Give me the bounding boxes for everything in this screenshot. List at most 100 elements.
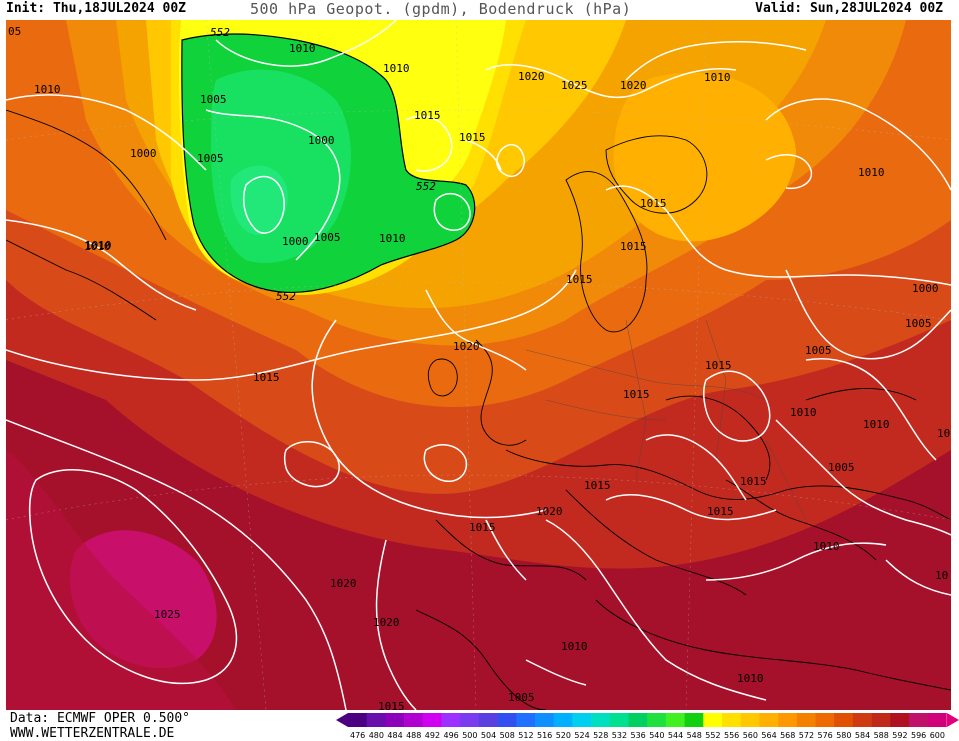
legend-swatch bbox=[422, 713, 442, 727]
isobar-label: 1000 bbox=[282, 235, 309, 248]
isobar-label: 1025 bbox=[154, 608, 181, 621]
legend-value: 500 bbox=[462, 731, 477, 740]
isobar-label: 1025 bbox=[561, 79, 588, 92]
isobar-label: 552 bbox=[276, 290, 296, 303]
legend-swatch bbox=[460, 713, 480, 727]
legend-value: 480 bbox=[369, 731, 384, 740]
legend-value: 496 bbox=[444, 731, 459, 740]
legend-value: 564 bbox=[761, 731, 776, 740]
legend-value: 484 bbox=[387, 731, 402, 740]
legend-value: 520 bbox=[556, 731, 571, 740]
legend-swatch bbox=[684, 713, 704, 727]
legend-value: 596 bbox=[911, 731, 926, 740]
isobar-label: 1005 bbox=[197, 152, 224, 165]
isobar-label: 552 bbox=[210, 26, 230, 39]
legend-value: 584 bbox=[855, 731, 870, 740]
legend-swatch bbox=[497, 713, 517, 727]
legend-cells bbox=[348, 713, 947, 727]
legend-swatch bbox=[535, 713, 554, 727]
isobar-label: 1015 bbox=[623, 388, 650, 401]
isobar-label: 1015 bbox=[253, 371, 280, 384]
legend-value: 544 bbox=[668, 731, 683, 740]
isobar-label: 1010 bbox=[379, 232, 406, 245]
isobar-label: 1015 bbox=[620, 240, 647, 253]
map-title: 500 hPa Geopot. (gpdm), Bodendruck (hPa) bbox=[250, 0, 632, 18]
legend-value: 516 bbox=[537, 731, 552, 740]
website-link[interactable]: WWW.WETTERZENTRALE.DE bbox=[10, 726, 175, 741]
legend-swatch bbox=[441, 713, 461, 727]
legend-value: 548 bbox=[687, 731, 702, 740]
isobar-label: 1000 bbox=[308, 134, 335, 147]
valid-time: Valid: Sun,28JUL2024 00Z bbox=[755, 1, 943, 16]
legend-value: 560 bbox=[743, 731, 758, 740]
legend-swatch bbox=[890, 713, 910, 727]
isobar-label: 1005 bbox=[200, 93, 227, 106]
isobar-label-group: 05 1010 1000 1005 1010 552 1010 1010 100… bbox=[8, 25, 950, 710]
isobar-label: 1000 bbox=[912, 282, 939, 295]
borders bbox=[525, 319, 807, 521]
legend-value: 552 bbox=[705, 731, 720, 740]
isobar-label: 1020 bbox=[536, 505, 563, 518]
legend-value: 600 bbox=[930, 731, 945, 740]
isobar-label: 1010 bbox=[84, 240, 111, 253]
legend-value: 580 bbox=[836, 731, 851, 740]
legend-swatch bbox=[834, 713, 854, 727]
legend-value: 556 bbox=[724, 731, 739, 740]
legend-swatch bbox=[516, 713, 536, 727]
isobar-label: 1020 bbox=[518, 70, 545, 83]
legend-value: 508 bbox=[500, 731, 515, 740]
isobar-label: 1005 bbox=[828, 461, 855, 474]
legend-value: 492 bbox=[425, 731, 440, 740]
isobars bbox=[6, 20, 951, 710]
legend-swatch bbox=[740, 713, 760, 727]
field-crimson bbox=[6, 450, 236, 710]
legend-labels: 476 480 484 488 492 496 500 504 508 512 516 520 524 5… bbox=[350, 731, 945, 740]
map-svg: 05 1010 1000 1005 1010 552 1010 1010 100… bbox=[6, 20, 951, 710]
footer: Data: ECMWF OPER 0.500° WWW.WETTERZENTRA… bbox=[0, 710, 959, 741]
legend-swatch bbox=[591, 713, 611, 727]
init-time: Init: Thu,18JUL2024 00Z bbox=[6, 1, 187, 16]
legend-swatch bbox=[553, 713, 573, 727]
legend-swatch bbox=[572, 713, 592, 727]
legend-swatch bbox=[871, 713, 891, 727]
isobar-label: 1010 bbox=[737, 672, 764, 685]
legend-swatch bbox=[478, 713, 498, 727]
legend-swatch bbox=[404, 713, 424, 727]
legend-swatch bbox=[759, 713, 779, 727]
legend-value: 504 bbox=[481, 731, 496, 740]
isobar-label: 1005 bbox=[805, 344, 832, 357]
legend-swatch bbox=[796, 713, 816, 727]
isobar-label: 1010 bbox=[790, 406, 817, 419]
weather-map: 05 1010 1000 1005 1010 552 1010 1010 100… bbox=[6, 20, 951, 710]
isobar-label: 1000 bbox=[130, 147, 157, 160]
isobar-label: 1020 bbox=[453, 340, 480, 353]
legend-value: 488 bbox=[406, 731, 421, 740]
legend-value: 568 bbox=[780, 731, 795, 740]
isobar-label: 1020 bbox=[330, 577, 357, 590]
isobar-label: 10 bbox=[935, 569, 948, 582]
isobar-label: 1010 bbox=[704, 71, 731, 84]
isobar-label: 1015 bbox=[566, 273, 593, 286]
isobar-label: 1020 bbox=[620, 79, 647, 92]
legend-swatch bbox=[647, 713, 667, 727]
legend-swatch bbox=[778, 713, 798, 727]
legend-value: 528 bbox=[593, 731, 608, 740]
legend-right-arrow bbox=[947, 713, 959, 727]
isobar-label: 552 bbox=[416, 180, 436, 193]
legend-swatch bbox=[909, 713, 928, 727]
legend-value: 592 bbox=[892, 731, 907, 740]
legend-swatch bbox=[722, 713, 741, 727]
legend-value: 532 bbox=[612, 731, 627, 740]
legend-swatch bbox=[852, 713, 872, 727]
isobar-label: 1010 bbox=[383, 62, 410, 75]
isobar-label: 1020 bbox=[373, 616, 400, 629]
color-legend: 476 480 484 488 492 496 500 504 508 512 516 520 524 5… bbox=[336, 713, 959, 740]
isobar-label: 1015 bbox=[469, 521, 496, 534]
isobar-label: 1010 bbox=[863, 418, 890, 431]
legend-swatch bbox=[366, 713, 386, 727]
isobar-label: 1005 bbox=[905, 317, 932, 330]
isobar-label: 1010 bbox=[813, 540, 840, 553]
legend-swatch bbox=[665, 713, 685, 727]
legend-value: 476 bbox=[350, 731, 365, 740]
legend-swatch bbox=[703, 713, 723, 727]
